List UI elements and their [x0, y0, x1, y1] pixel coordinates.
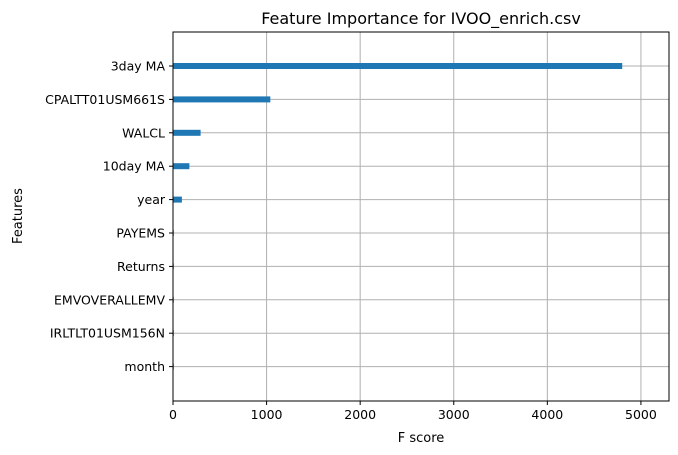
x-tick-label: 4000	[531, 407, 563, 422]
x-tick-label: 0	[169, 407, 177, 422]
bar	[173, 163, 190, 170]
y-tick-label: WALCL	[122, 125, 165, 140]
x-tick-label: 1000	[251, 407, 283, 422]
y-tick-label: PAYEMS	[116, 226, 165, 241]
y-tick-label: year	[137, 192, 166, 207]
chart-title: Feature Importance for IVOO_enrich.csv	[261, 9, 581, 29]
y-axis-label: Features	[11, 188, 26, 244]
y-tick-label: 3day MA	[111, 59, 166, 74]
x-tick-label: 2000	[344, 407, 376, 422]
y-tick-label: CPALTT01USM661S	[45, 92, 165, 107]
plot-frame	[172, 31, 670, 402]
x-tick-label: 3000	[438, 407, 470, 422]
y-tick-label: month	[124, 359, 165, 374]
y-tick-label: EMVOVERALLEMV	[54, 292, 165, 307]
bar	[173, 129, 201, 136]
y-tick-label: Returns	[117, 259, 165, 274]
bar	[173, 196, 182, 203]
y-tick-label: IRLTLT01USM156N	[50, 326, 165, 341]
bar	[173, 63, 623, 69]
y-tick-label: 10day MA	[103, 159, 166, 174]
x-axis-label: F score	[398, 431, 445, 446]
x-tick-label: 5000	[625, 407, 657, 422]
bar	[173, 96, 271, 103]
x-axis-ticks: 0 1000 2000 3000 4000 5000	[169, 401, 657, 422]
y-axis-ticks: 3day MA CPALTT01USM661S WALCL 10day MA year P…	[45, 59, 173, 374]
